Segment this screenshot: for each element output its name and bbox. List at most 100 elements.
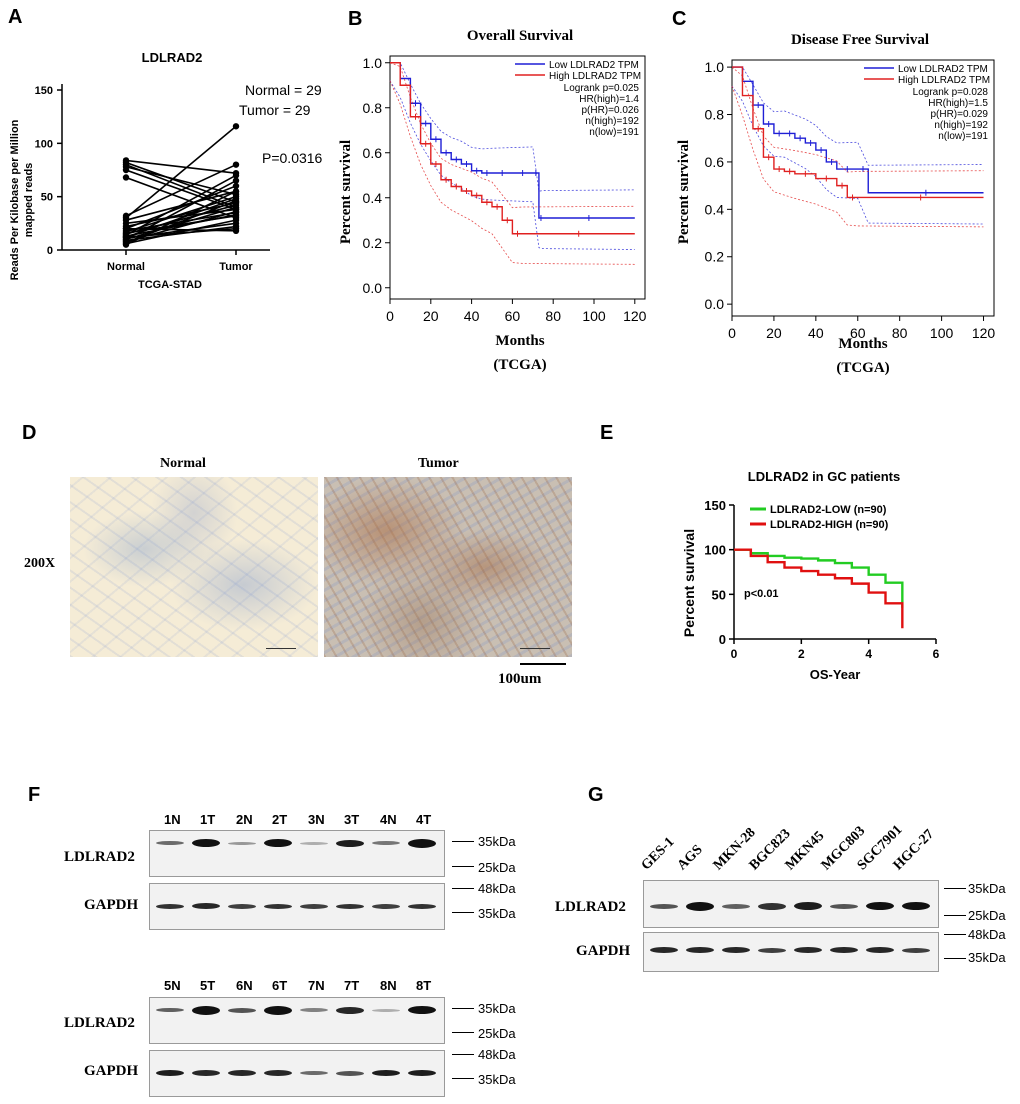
- lane-label: AGS: [674, 842, 706, 874]
- km-xtick-label: 60: [505, 308, 521, 324]
- blot-f-top-ldlrad2: [149, 830, 445, 877]
- panel-letter-a: A: [8, 6, 23, 28]
- km-legend-high: High LDLRAD2 TPM: [549, 71, 641, 82]
- e-ytick-label: 50: [712, 587, 726, 602]
- blot-band: [228, 1070, 256, 1076]
- km-ytick-label: 0.8: [705, 107, 725, 123]
- panel-b-xsub: (TCGA): [493, 357, 546, 373]
- a-point-tumor: [232, 123, 240, 130]
- lane-label: 7T: [344, 978, 360, 993]
- lane-label: 2N: [236, 812, 253, 827]
- blot-band: [228, 1007, 256, 1013]
- km-ci-upper-1: [731, 66, 984, 173]
- blot-band: [372, 841, 400, 845]
- panel-e-ylabel: Percent survival: [681, 529, 697, 637]
- panel-letter-b: B: [348, 8, 363, 30]
- km-xtick-label: 80: [545, 308, 561, 324]
- a-point-normal: [122, 241, 130, 248]
- a-paired-line: [125, 163, 237, 217]
- km-ytick-label: 0.2: [363, 235, 383, 251]
- blot-band: [264, 1005, 292, 1015]
- panel-b-title: Overall Survival: [467, 28, 573, 44]
- a-ytick-label: 150: [35, 85, 53, 97]
- blot-band: [372, 903, 400, 909]
- km-stat: n(high)=192: [934, 120, 988, 131]
- blot-band: [300, 903, 328, 909]
- a-paired-line: [125, 125, 237, 219]
- lane-label: 1N: [164, 812, 181, 827]
- panel-g-protein2: GAPDH: [576, 943, 631, 959]
- blot-band: [192, 1005, 220, 1015]
- lane-label: 8T: [416, 978, 432, 993]
- a-point-tumor: [232, 177, 240, 184]
- marker-f-top-25: 25kDa: [478, 860, 516, 875]
- panel-d-tumor-label: Tumor: [418, 456, 459, 471]
- km-xtick-label: 80: [892, 325, 908, 341]
- lane-label: GES-1: [638, 834, 678, 874]
- panel-g-protein1: LDLRAD2: [555, 899, 626, 915]
- panel-c-chart: Disease Free Survival Percent survival 0…: [676, 32, 995, 376]
- a-paired-line: [125, 179, 237, 241]
- panel-letter-d: D: [22, 422, 37, 444]
- km-ytick-label: 0.4: [363, 190, 383, 206]
- marker-g-48: 48kDa: [968, 927, 1006, 942]
- km-stat: n(low)=191: [938, 131, 988, 142]
- panel-f-top-protein2: GAPDH: [84, 897, 139, 913]
- marker-f-bottom-25: 25kDa: [478, 1026, 516, 1041]
- panel-a-tumor-n: Tumor = 29: [239, 102, 311, 118]
- km-xtick-label: 20: [423, 308, 439, 324]
- blot-band: [300, 1008, 328, 1012]
- panel-a-ylabel-1: Reads Per Kilobase per Million: [9, 119, 21, 280]
- panel-a-normal-n: Normal = 29: [245, 82, 322, 98]
- panel-b-chart: Overall Survival Percent survival 0.0 0.2…: [338, 28, 647, 373]
- lane-label: 6T: [272, 978, 288, 993]
- panel-letter-e: E: [600, 422, 614, 444]
- blot-band: [264, 1070, 292, 1076]
- km-ci-upper-1: [389, 62, 635, 209]
- e-xtick-label: 2: [798, 647, 805, 661]
- blot-band: [408, 903, 436, 909]
- panel-c-title: Disease Free Survival: [791, 32, 929, 48]
- blot-band: [372, 1070, 400, 1076]
- blot-band: [156, 841, 184, 845]
- km-stat: p(HR)=0.029: [930, 109, 988, 120]
- blot-band: [902, 947, 930, 953]
- lane-label: 5T: [200, 978, 216, 993]
- a-point-normal: [122, 220, 130, 227]
- scale-bar-small: [520, 648, 550, 649]
- e-xtick-label: 0: [731, 647, 738, 661]
- lane-label: 4T: [416, 812, 432, 827]
- a-paired-line: [125, 174, 237, 236]
- e-xtick-label: 4: [865, 647, 872, 661]
- km-ci-lower-1: [731, 85, 984, 228]
- panel-f-bottom-protein1: LDLRAD2: [64, 1015, 135, 1031]
- blot-band: [794, 902, 822, 910]
- panel-e-legend-high: LDLRAD2-HIGH (n=90): [770, 519, 889, 531]
- histology-normal-image: [70, 477, 318, 657]
- km-ytick-label: 0.0: [363, 280, 383, 296]
- blot-band: [830, 903, 858, 909]
- e-xtick-label: 6: [933, 647, 940, 661]
- a-ytick-label: 0: [47, 245, 53, 257]
- lane-label: 6N: [236, 978, 253, 993]
- lane-label: 7N: [308, 978, 325, 993]
- a-point-tumor: [232, 161, 240, 168]
- scale-bar-small: [266, 648, 296, 649]
- marker-g-25: 25kDa: [968, 908, 1006, 923]
- blot-band: [156, 1008, 184, 1012]
- blot-f-top-gapdh: [149, 883, 445, 930]
- panel-d-normal-label: Normal: [160, 456, 206, 471]
- blot-band: [336, 839, 364, 847]
- km-legend-high: High LDLRAD2 TPM: [898, 75, 990, 86]
- lane-label: 5N: [164, 978, 181, 993]
- blot-band: [866, 902, 894, 910]
- km-stat: n(high)=192: [585, 116, 639, 127]
- marker-f-bottom-35b: 35kDa: [478, 1072, 516, 1087]
- blot-band: [902, 902, 930, 910]
- blot-band: [156, 903, 184, 909]
- blot-band: [192, 1070, 220, 1076]
- panel-e-chart: LDLRAD2 in GC patients Percent survival …: [681, 469, 940, 682]
- km-xtick-label: 40: [464, 308, 480, 324]
- a-paired-line: [125, 159, 237, 174]
- panel-b-xlabel: Months: [495, 333, 544, 349]
